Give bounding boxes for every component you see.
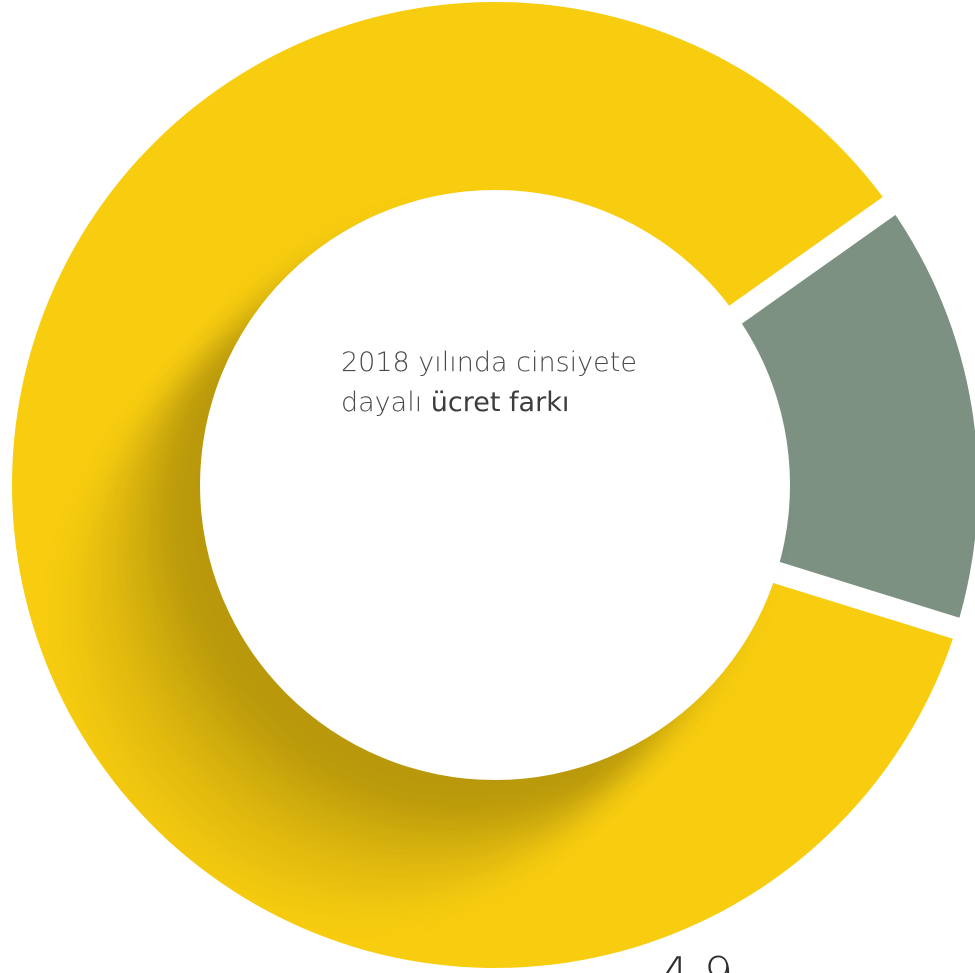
donut-hole <box>200 190 790 780</box>
center-label: 2018 yılında cinsiyete dayalı ücret fark… <box>341 343 741 423</box>
value-label: 4.9 <box>660 948 733 973</box>
center-hole <box>200 190 790 780</box>
center-label-prefix: dayalı <box>341 387 431 418</box>
center-label-line2: dayalı ücret farkı <box>341 383 741 423</box>
slice-separator-0 <box>721 191 904 330</box>
center-label-line1: 2018 yılında cinsiyete <box>341 347 637 378</box>
slice-separator-1 <box>763 559 970 642</box>
center-label-emphasis: ücret farkı <box>430 387 570 418</box>
